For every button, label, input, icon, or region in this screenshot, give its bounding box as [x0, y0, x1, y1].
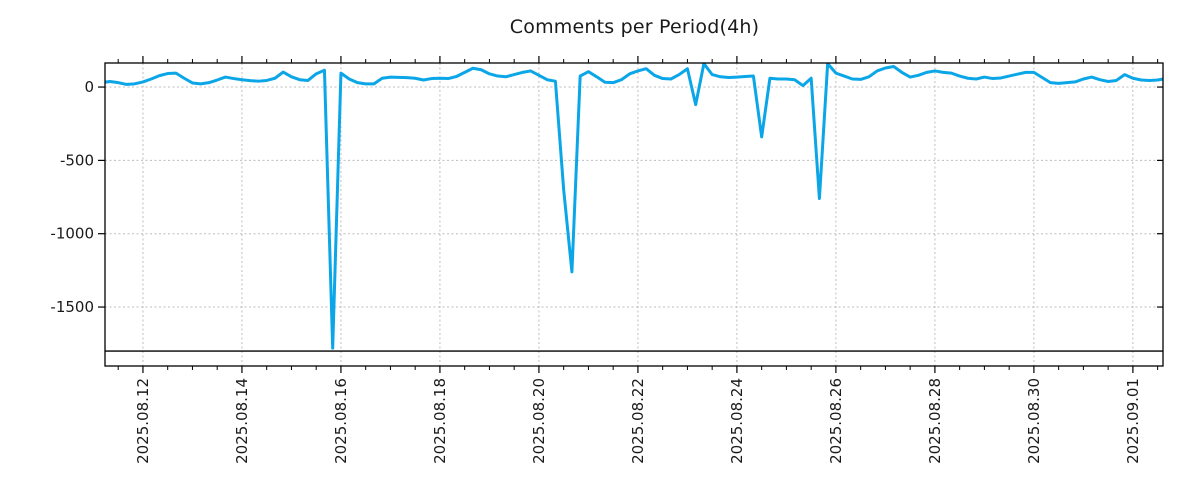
- x-tick-label: 2025.08.26: [827, 378, 845, 464]
- x-tick-label: 2025.08.18: [431, 378, 449, 464]
- x-tick-label: 2025.09.01: [1124, 378, 1142, 464]
- y-tick-label: -1000: [50, 225, 94, 243]
- x-tick-label: 2025.08.16: [332, 378, 350, 464]
- plot-frame: [104, 62, 1164, 367]
- chart-title: Comments per Period(4h): [509, 16, 760, 38]
- x-tick-label: 2025.08.22: [629, 378, 647, 464]
- x-tick-label: 2025.08.14: [233, 378, 251, 464]
- comments-series-line: [105, 63, 1163, 350]
- y-tick-label: 0: [84, 78, 94, 96]
- y-tick-label: -1500: [50, 298, 94, 316]
- x-tick-label: 2025.08.20: [530, 378, 548, 464]
- y-tick-label: -500: [60, 151, 94, 169]
- x-tick-label: 2025.08.24: [728, 378, 746, 464]
- x-tick-label: 2025.08.12: [134, 378, 152, 464]
- x-tick-label: 2025.08.30: [1025, 378, 1043, 464]
- x-tick-label: 2025.08.28: [926, 378, 944, 464]
